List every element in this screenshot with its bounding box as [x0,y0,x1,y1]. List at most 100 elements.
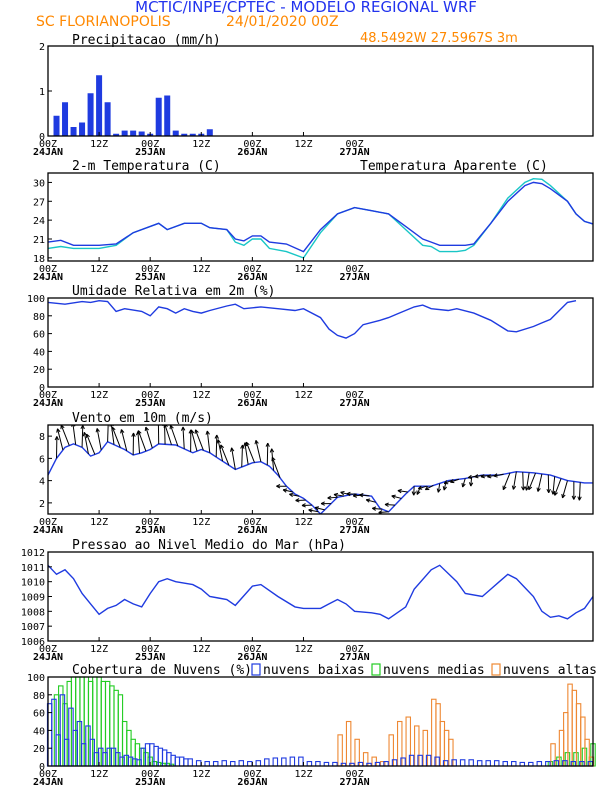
y-tick-label: 100 [27,673,45,684]
wind-arrow-head [327,495,332,500]
wind-arrow [502,472,511,490]
wind-arrow-head [194,429,199,434]
cloud-bar-orange [345,720,352,767]
wind-arrow-head [467,474,473,480]
wind-arrow-head [254,439,259,445]
temp-legend: Temperatura Aparente (C) [360,159,548,174]
cloud-bar-blue [289,756,296,767]
x-hour-label: 00Z [346,139,364,150]
x-hour-label: 00Z [346,264,364,275]
cloud-bar-blue [459,759,466,767]
wind-arrow-head [502,485,507,491]
wind-arrow [137,431,141,454]
wind-arrow [384,504,396,506]
wind-arrow [83,432,89,455]
x-day-label: 26JAN [237,147,267,158]
cloud-bar-blue [476,760,483,767]
wind-arrow-head [214,434,219,439]
y-tick-label: 30 [33,178,45,189]
wind-arrow [366,499,376,503]
wind-arrow-head [216,439,221,444]
precip-bar [113,133,120,136]
wind-arrow [372,507,383,510]
wind-arrow [72,425,77,445]
wind-arrow [244,442,249,465]
humidity-line [47,299,577,339]
x-hour-label: 12Z [294,517,312,528]
y-tick-label: 100 [27,294,45,305]
wind-arrow-head [436,488,442,493]
wind-arrow-head [220,444,225,449]
x-hour-label: 00Z [141,769,159,780]
x-day-label: 24JAN [33,652,63,663]
wind-arrow-head [372,506,377,511]
wind-arrow-head [230,447,235,452]
x-hour-label: 12Z [90,139,108,150]
x-hour-label: 00Z [346,644,364,655]
x-day-label: 27JAN [340,398,370,409]
x-hour-label: 12Z [90,769,108,780]
x-hour-label: 00Z [141,139,159,150]
cloud-bar-blue [306,760,313,767]
x-day-label: 25JAN [135,398,165,409]
x-day-label: 25JAN [135,652,165,663]
x-day-label: 26JAN [237,777,267,788]
wind-arrow-head [474,474,479,479]
apparent-temp-line [47,177,594,259]
wind-arrow-head [411,491,417,496]
x-hour-label: 00Z [141,644,159,655]
coords-label: 48.5492W 27.5967S 3m [360,31,518,46]
precip-title: Precipitacao (mm/h) [72,33,221,48]
wind-arrow-head [301,503,306,508]
x-hour-label: 12Z [90,644,108,655]
wind-arrow [359,494,370,497]
wind-arrow [522,472,524,491]
y-tick-label: 40 [33,347,45,358]
wind-arrow-head [546,488,551,494]
wind-arrow [57,428,64,451]
wind-arrow-head [314,506,320,511]
wind-arrow [537,473,543,492]
cloud-bar-blue [511,760,517,767]
wind-arrow [231,447,236,470]
y-tick-label: 1009 [21,593,45,604]
wind-arrow [425,485,434,491]
wind-speed-line [48,440,593,514]
temp-title: 2-m Temperatura (C) [72,159,221,174]
x-hour-label: 12Z [192,769,210,780]
wind-arrow [266,443,269,466]
wind-arrow-head [442,486,447,491]
y-tick-label: 21 [33,235,45,246]
x-day-label: 27JAN [340,652,370,663]
wind-arrow-head [240,444,245,449]
x-hour-label: 12Z [90,390,108,401]
wind-arrow-head [190,429,195,434]
cloud-bar-orange [337,734,343,767]
wind-arrow-head [511,485,517,490]
wind-arrow [107,425,109,442]
x-day-label: 24JAN [33,147,63,158]
x-day-label: 27JAN [340,777,370,788]
x-day-label: 25JAN [135,525,165,536]
y-tick-label: 6 [39,454,45,465]
wind-arrow [391,495,402,499]
wind-arrow-head [571,495,577,500]
precip-bar [130,130,137,136]
precip-bar [53,115,60,136]
legend-swatch-blue [251,663,261,676]
wind-arrow-head [333,492,339,498]
legend-swatch-green [371,663,381,676]
wind-arrow-head [443,480,449,485]
wind-arrow-head [384,502,389,507]
wind-plot [48,425,593,514]
x-hour-label: 00Z [39,139,57,150]
precip-frame [47,45,594,137]
y-tick-label: 0 [39,383,45,394]
wind-arrow-head [528,485,533,491]
wind-arrow [111,426,121,448]
wind-arrow-head [577,496,582,501]
pressure-line [47,564,594,620]
wind-arrow-head [54,436,59,441]
x-hour-label: 00Z [346,517,364,528]
